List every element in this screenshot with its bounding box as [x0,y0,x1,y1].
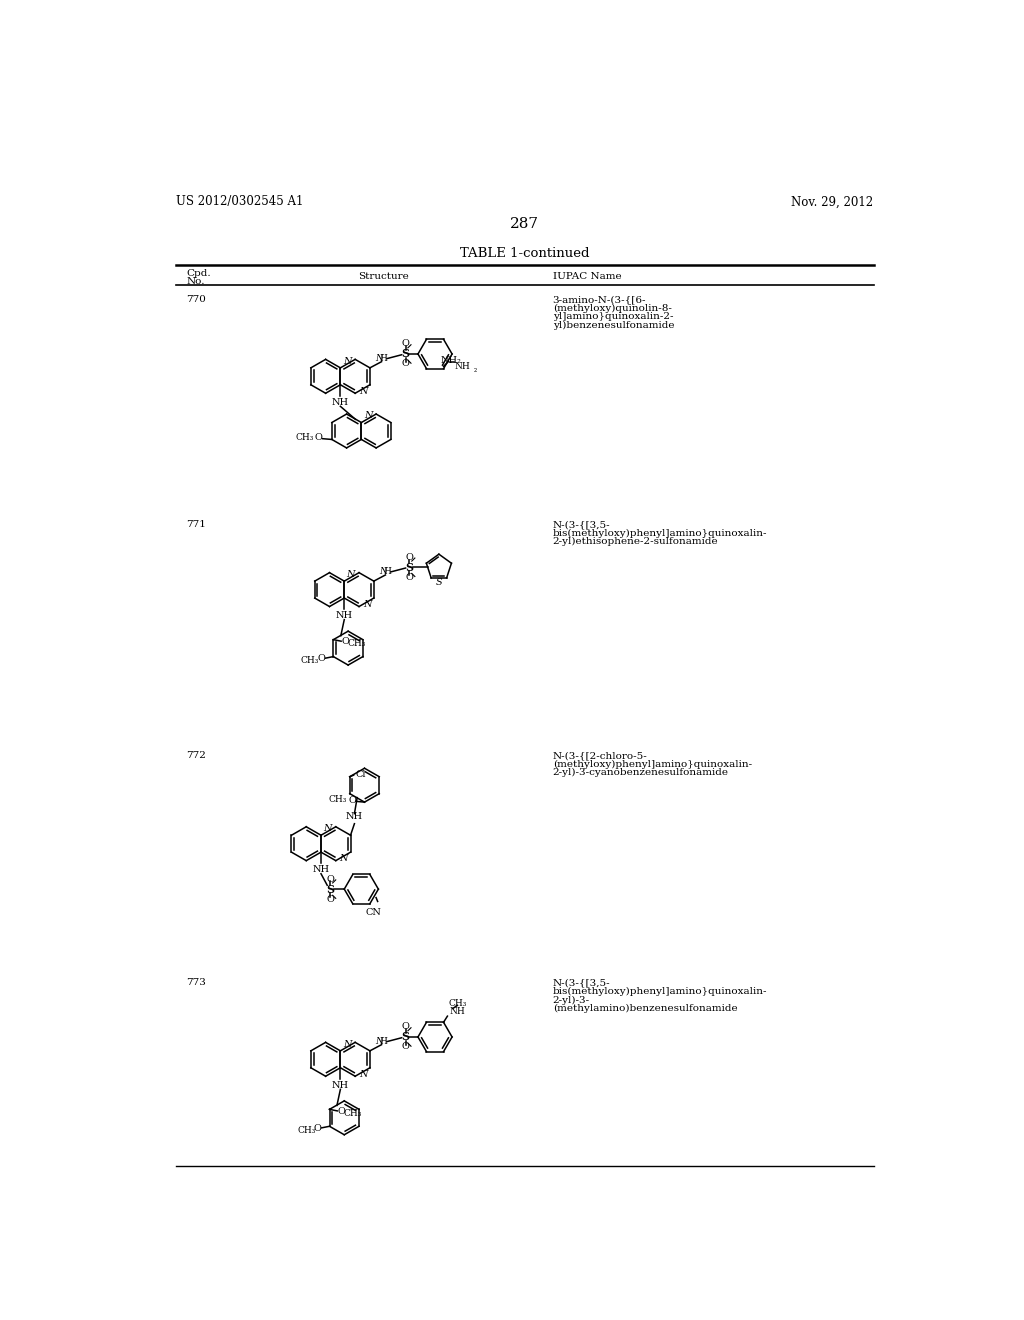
Text: 287: 287 [510,216,540,231]
Text: N-(3-{[2-chloro-5-: N-(3-{[2-chloro-5- [553,751,647,760]
Text: N: N [347,570,355,579]
Text: yl)benzenesulfonamide: yl)benzenesulfonamide [553,321,674,330]
Text: N: N [365,411,373,420]
Text: NH: NH [455,362,470,371]
Text: US 2012/0302545 A1: US 2012/0302545 A1 [176,195,303,209]
Text: O: O [401,1043,410,1052]
Text: NH: NH [336,611,353,620]
Text: NH: NH [346,812,362,821]
Text: TABLE 1-continued: TABLE 1-continued [460,247,590,260]
Text: (methyloxy)quinolin-8-: (methyloxy)quinolin-8- [553,304,672,313]
Text: O: O [401,359,410,368]
Text: No.: No. [186,277,205,286]
Text: N: N [343,1040,351,1049]
Text: CH₃: CH₃ [297,1126,315,1135]
Text: CH₃: CH₃ [344,1109,361,1118]
Text: O: O [314,433,323,442]
Text: S: S [435,578,442,587]
Text: O: O [337,1107,345,1117]
Text: 770: 770 [186,296,206,305]
Text: 773: 773 [186,978,206,987]
Text: bis(methyloxy)phenyl]amino}quinoxalin-: bis(methyloxy)phenyl]amino}quinoxalin- [553,529,767,537]
Text: 2-yl)ethisophene-2-sulfonamide: 2-yl)ethisophene-2-sulfonamide [553,537,718,546]
Text: N: N [359,1069,368,1078]
Text: CH₃: CH₃ [347,639,366,648]
Text: N: N [362,599,372,609]
Text: S: S [401,1031,410,1043]
Text: Cl: Cl [356,770,367,779]
Text: H: H [384,568,392,577]
Text: N: N [375,1038,383,1045]
Text: CH₃: CH₃ [449,998,467,1007]
Text: 772: 772 [186,751,206,760]
Text: NH: NH [312,866,330,874]
Text: CH₃: CH₃ [328,796,346,804]
Text: bis(methyloxy)phenyl]amino}quinoxalin-: bis(methyloxy)phenyl]amino}quinoxalin- [553,987,767,997]
Text: 2-yl)-3-: 2-yl)-3- [553,995,590,1005]
Text: (methylamino)benzenesulfonamide: (methylamino)benzenesulfonamide [553,1003,737,1012]
Text: S: S [406,562,414,573]
Text: IUPAC Name: IUPAC Name [553,272,622,281]
Text: O: O [327,875,334,883]
Text: N: N [379,568,387,577]
Text: O: O [341,638,349,647]
Text: S: S [327,883,334,895]
Text: S: S [401,348,410,359]
Text: Structure: Structure [358,272,410,281]
Text: CN: CN [366,908,382,916]
Text: 2-yl)-3-cyanobenzenesulfonamide: 2-yl)-3-cyanobenzenesulfonamide [553,768,729,777]
Text: N: N [359,387,368,396]
Text: H: H [380,1038,388,1045]
Text: NH₂: NH₂ [441,356,462,366]
Text: N-(3-{[3,5-: N-(3-{[3,5- [553,978,610,987]
Text: O: O [406,573,414,582]
Text: O: O [401,1023,410,1031]
Text: 3-amino-N-(3-{[6-: 3-amino-N-(3-{[6- [553,296,646,305]
Text: yl]amino}quinoxalin-2-: yl]amino}quinoxalin-2- [553,313,673,321]
Text: NH: NH [450,1007,466,1016]
Text: Nov. 29, 2012: Nov. 29, 2012 [792,195,873,209]
Text: O: O [406,553,414,562]
Text: (methyloxy)phenyl]amino}quinoxalin-: (methyloxy)phenyl]amino}quinoxalin- [553,760,752,768]
Text: NH: NH [332,1081,349,1090]
Text: O: O [314,1125,322,1133]
Text: CH₃: CH₃ [296,433,314,442]
Text: H: H [380,354,388,363]
Text: N: N [340,854,348,863]
Text: O: O [327,895,334,904]
Text: O: O [401,339,410,348]
Text: Cpd.: Cpd. [186,269,211,279]
Text: 771: 771 [186,520,206,529]
Text: NH: NH [332,397,349,407]
Text: N: N [375,354,383,363]
Text: N: N [343,358,351,366]
Text: CH₃: CH₃ [301,656,319,665]
Text: O: O [348,796,356,805]
Text: O: O [317,655,326,664]
Text: N: N [324,825,332,833]
Text: ₂: ₂ [474,366,477,374]
Text: N-(3-{[3,5-: N-(3-{[3,5- [553,520,610,529]
